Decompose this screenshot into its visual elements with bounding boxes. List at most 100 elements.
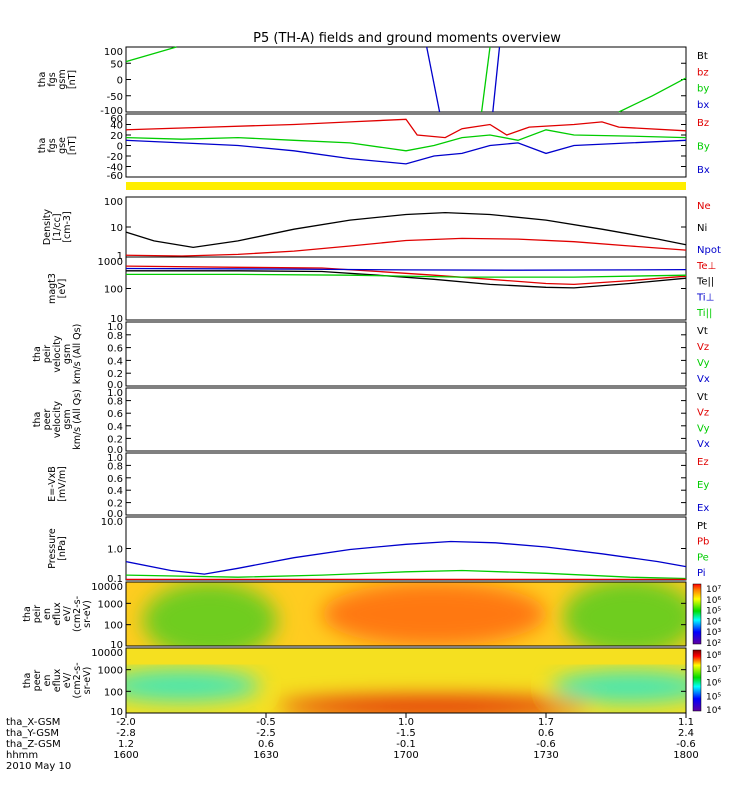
- legend-label: Pe: [697, 552, 709, 563]
- legend-label: Ez: [697, 457, 709, 468]
- spectrogram-region: [322, 582, 546, 646]
- y-axis-label: Pressure: [47, 528, 58, 569]
- colorbar-tick-label: 10⁶: [706, 596, 721, 606]
- colorbar-tick-label: 10⁵: [706, 607, 721, 617]
- y-tick-label: -40: [107, 163, 123, 174]
- y-axis-label: Density: [42, 209, 53, 245]
- y-axis-label: (cm2-s-: [72, 662, 83, 698]
- panel-frame: [125, 196, 687, 258]
- y-tick-label: 0.4: [107, 356, 123, 367]
- legend-label: Bz: [697, 118, 709, 129]
- series-line: [426, 46, 441, 113]
- spectrogram-region: [551, 670, 686, 704]
- y-tick-label: 10: [110, 314, 123, 325]
- y-axis-label: peer: [42, 409, 53, 431]
- series-line: [126, 273, 687, 278]
- y-tick-label: 0.0: [107, 380, 123, 391]
- legend-label: Vx: [697, 374, 710, 385]
- series-line: [125, 267, 687, 271]
- y-tick-label: 100: [104, 687, 123, 698]
- legend-label: bx: [697, 100, 709, 111]
- x-tick-label: 1.0: [398, 717, 414, 728]
- y-axis-label: tha: [37, 138, 48, 154]
- series-line: [125, 139, 687, 165]
- series-line: [125, 540, 687, 575]
- colorbar-tick-label: 10⁶: [706, 679, 721, 689]
- legend-label: Ti⊥: [696, 292, 714, 303]
- y-axis-label: peir: [32, 605, 43, 624]
- chart-title: P5 (TH-A) fields and ground moments over…: [253, 31, 561, 46]
- legend-label: Ex: [697, 503, 709, 514]
- panel-frame: [125, 452, 687, 516]
- y-axis-label: km/s (All Qs): [72, 389, 83, 450]
- y-tick-label: 0: [117, 142, 123, 153]
- y-axis-label: en: [42, 608, 53, 620]
- y-axis-label: [1/cc]: [52, 213, 63, 240]
- y-tick-label: 1.0: [107, 322, 123, 333]
- y-axis-label: gsm: [62, 344, 73, 364]
- y-tick-label: 1.0: [107, 545, 123, 556]
- y-axis-label: fgs: [47, 138, 58, 152]
- y-tick-label: 10: [110, 640, 123, 651]
- series-line: [492, 46, 501, 113]
- y-tick-label: 1000: [98, 257, 123, 268]
- x-tick-label: 1.1: [678, 717, 694, 728]
- y-tick-label: 10000: [91, 648, 123, 659]
- y-tick-label: 10: [110, 707, 123, 718]
- y-axis-label: [mV/m]: [57, 466, 68, 502]
- y-tick-label: 1.0: [107, 388, 123, 399]
- y-axis-label: eflux: [52, 602, 63, 626]
- legend-label: by: [697, 84, 709, 95]
- y-tick-label: 0.0: [107, 445, 123, 456]
- y-axis-label: peer: [32, 670, 43, 692]
- y-axis-label: eV/: [62, 605, 73, 621]
- legend-label: Vt: [697, 326, 708, 337]
- y-tick-label: 0.2: [107, 499, 123, 510]
- panel-frame: [125, 387, 687, 452]
- colorbar-tick-label: 10⁵: [706, 692, 721, 702]
- y-axis-label: eflux: [52, 668, 63, 692]
- y-axis-label: gsm: [57, 69, 68, 89]
- y-tick-label: 0.6: [107, 409, 123, 420]
- legend-label: Npot: [697, 245, 721, 256]
- panel-frame: [125, 516, 687, 581]
- y-tick-label: 0.6: [107, 474, 123, 485]
- colorbar-tick-label: 10³: [706, 628, 721, 638]
- y-axis-label: gsm: [62, 409, 73, 429]
- y-tick-label: 10: [110, 223, 123, 234]
- panel-frame: [125, 46, 687, 113]
- y-tick-label: 0.8: [107, 331, 123, 342]
- y-tick-label: -20: [107, 152, 123, 163]
- panel-peer_spec: 10⁸ 10⁷ 10⁶ 10⁵ 10⁴ 10000 1000 100 10 tha peer en ef…: [22, 647, 721, 718]
- series-line: [125, 237, 687, 257]
- x-tick-label: 2.4: [678, 728, 694, 739]
- series-line: [480, 46, 491, 113]
- spectrogram-region: [277, 696, 591, 713]
- x-tick-label: -2.0: [116, 717, 136, 728]
- colorbar-tick-label: 10⁴: [706, 706, 721, 716]
- legend-label: Pb: [697, 537, 709, 548]
- y-tick-label: 100: [104, 285, 123, 296]
- x-tick-label: -0.6: [536, 739, 556, 750]
- series-line: [125, 46, 177, 63]
- x-tick-label: 1.2: [118, 739, 134, 750]
- legend-label: Vy: [697, 423, 710, 434]
- legend-label: Vx: [697, 439, 710, 450]
- y-tick-label: -60: [107, 171, 123, 182]
- y-tick-label: 0.4: [107, 422, 123, 433]
- x-tick-label: 0.6: [538, 728, 554, 739]
- y-axis-label: magt3: [47, 273, 58, 304]
- colorbar-tick-label: 10⁷: [706, 585, 721, 595]
- y-tick-label: 1.0: [107, 453, 123, 464]
- legend-label: By: [697, 142, 710, 153]
- y-axis-label: [nPa]: [57, 536, 68, 561]
- legend-label: Pi: [697, 568, 706, 579]
- legend-label: Vt: [697, 392, 708, 403]
- x-axis-row-label: tha_Z-GSM: [6, 739, 61, 750]
- legend-label: Vz: [697, 408, 709, 419]
- x-tick-label: 1.7: [538, 717, 554, 728]
- x-tick-label: -0.6: [676, 739, 696, 750]
- legend-label: Ni: [697, 223, 707, 234]
